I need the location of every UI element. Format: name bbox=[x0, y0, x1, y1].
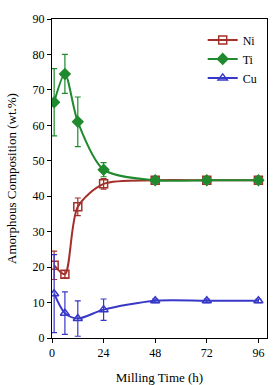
svg-text:Ni: Ni bbox=[243, 34, 256, 48]
svg-text:40: 40 bbox=[33, 189, 45, 203]
svg-text:72: 72 bbox=[201, 346, 213, 360]
svg-text:20: 20 bbox=[33, 260, 45, 274]
svg-text:0: 0 bbox=[49, 346, 55, 360]
svg-text:Amorphous Composition (wt.%): Amorphous Composition (wt.%) bbox=[4, 93, 19, 264]
svg-text:0: 0 bbox=[39, 331, 45, 345]
svg-text:10: 10 bbox=[33, 296, 45, 310]
svg-text:48: 48 bbox=[149, 346, 161, 360]
svg-text:Milling Time (h): Milling Time (h) bbox=[116, 370, 203, 385]
svg-text:60: 60 bbox=[33, 119, 45, 133]
svg-text:80: 80 bbox=[33, 48, 45, 62]
svg-text:Ti: Ti bbox=[243, 53, 254, 67]
svg-text:70: 70 bbox=[33, 83, 45, 97]
svg-text:24: 24 bbox=[98, 346, 110, 360]
svg-text:90: 90 bbox=[33, 12, 45, 26]
svg-text:96: 96 bbox=[252, 346, 264, 360]
svg-text:30: 30 bbox=[33, 225, 45, 239]
svg-text:Cu: Cu bbox=[243, 72, 257, 86]
svg-text:50: 50 bbox=[33, 154, 45, 168]
